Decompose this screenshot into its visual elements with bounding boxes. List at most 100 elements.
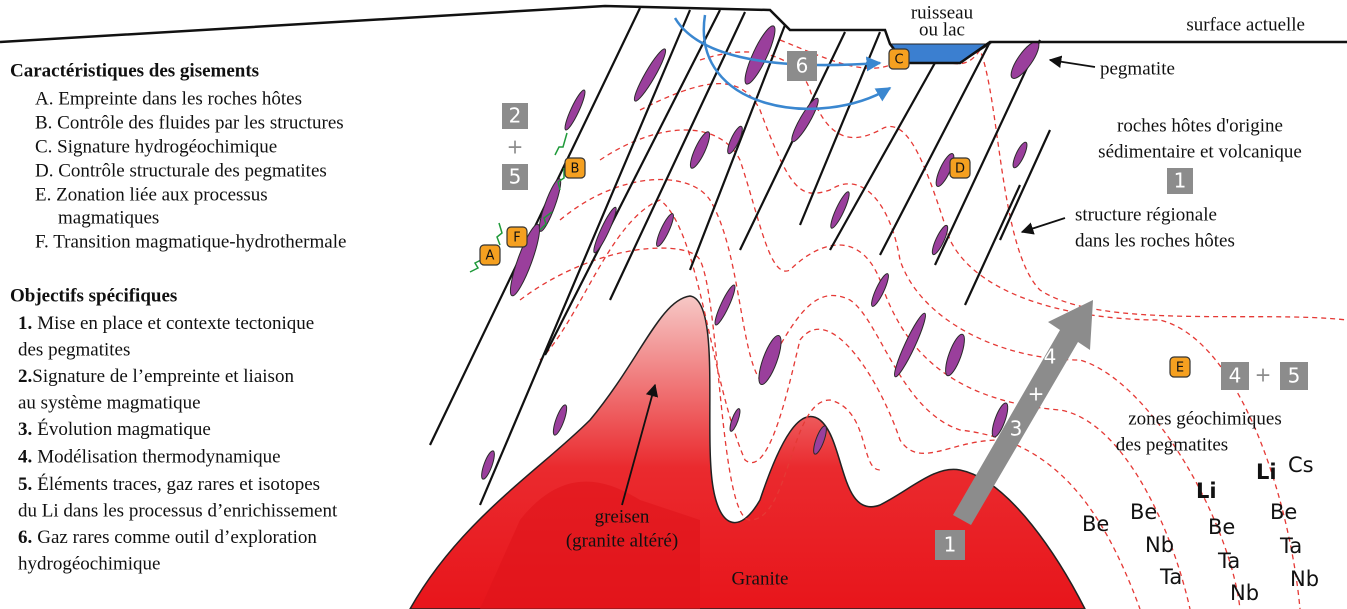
element: Ta [1159,565,1182,589]
stream-label: ou lac [919,19,965,40]
objective: 3. Évolution magmatique [18,418,211,440]
step-number: 4 [1229,364,1242,388]
characteristic: magmatiques [58,207,159,228]
objective: 1. Mise en place et contexte tectonique [18,313,314,334]
zones-label: zones géochimiques [1128,408,1282,429]
element: Cs [1288,453,1314,477]
characteristic: C. Signature hydrogéochimique [35,136,277,157]
badge-box [949,157,971,179]
objective: 5. Éléments traces, gaz rares et isotopes [18,473,320,495]
objective: 2.Signature de l’empreinte et liaison [18,366,294,387]
surface-line [0,4,1347,65]
objective-number: 4. [18,447,32,468]
structure-label: dans les roches hôtes [1075,230,1235,251]
element: Nb [1145,533,1174,557]
step-number: 1 [1174,169,1187,193]
objective-text: du Li dans les processus d’enrichissemen… [18,501,338,522]
objective-text: au système magmatique [18,393,201,414]
elements: Be Be Nb Ta Li Be Ta Nb Li Cs Be Ta Nb [1082,453,1319,605]
step-number: 1 [944,533,957,557]
objective-text: des pegmatites [18,340,130,361]
objectives-list: 1. Mise en place et contexte tectonique de… [18,313,338,575]
objective: au système magmatique [18,393,201,414]
badge-box [479,244,501,266]
evolution-arrow [953,300,1093,525]
step-number: 6 [796,54,809,78]
objective-text: Éléments traces, gaz rares et isotopes [37,473,320,495]
objective-number: 3. [18,419,32,440]
characteristic: D. Contrôle structurale des pegmatites [35,160,327,181]
objective-number: 6. [18,527,32,548]
host-rocks-label: roches hôtes d'origine [1117,115,1283,136]
pointer-arrows [621,55,1096,506]
badge-box [564,157,586,179]
host-rocks-label: sédimentaire et volcanique [1098,141,1302,162]
objective: des pegmatites [18,340,130,361]
element: Ta [1217,549,1240,573]
step-plus: + [1255,363,1272,387]
flow-arrows [673,14,892,111]
arrow-step: 4 [1044,345,1057,369]
characteristic: E. Zonation liée aux processus [35,184,268,205]
element: Li [1196,479,1217,503]
objective: 6. Gaz rares comme outil d’exploration [18,527,317,548]
badge-text: D [955,162,965,177]
badge-box [506,226,528,248]
pegmatite-label: pegmatite [1100,58,1175,79]
badge-text: F [513,231,520,246]
step-number: 2 [509,104,522,128]
step-box [502,164,528,190]
objective-text: hydrogéochimique [18,554,160,575]
objective: hydrogéochimique [18,554,160,575]
greisen-label: greisen [595,506,650,527]
objectives-title: Objectifs spécifiques [10,285,177,306]
element: Nb [1290,567,1319,591]
element: Nb [1230,581,1259,605]
step-box [787,51,817,81]
step-box [1280,362,1308,390]
step-boxes: 6 2 + 5 1 4 + 5 1 4 + 3 [502,51,1308,560]
granite-label: Granite [732,568,789,589]
arrow-step: + [1028,382,1045,406]
objective-text: Mise en place et contexte tectonique [37,313,314,334]
objective-number: 1. [18,313,32,334]
step-box [1167,168,1193,194]
badge-text: C [894,53,903,68]
objective-text: Évolution magmatique [37,418,211,440]
step-box [502,103,528,129]
arrow-step: 3 [1010,417,1023,441]
objective: 4. Modélisation thermodynamique [18,447,281,468]
badge-text: E [1176,361,1184,376]
structure-label: structure régionale [1075,204,1217,225]
objective-text: Modélisation thermodynamique [37,447,280,468]
element: Ta [1279,534,1302,558]
element: Be [1082,512,1109,536]
objective: du Li dans les processus d’enrichissemen… [18,501,338,522]
badge-box [888,48,910,70]
characteristic: A. Empreinte dans les roches hôtes [35,88,302,109]
element: Li [1256,460,1277,484]
characteristic: B. Contrôle des fluides par les structur… [35,112,344,133]
objective-number: 5. [18,474,32,495]
characteristic: F. Transition magmatique-hydrothermale [35,231,346,252]
step-number: 5 [509,165,522,189]
granite-shade [480,481,700,609]
badge-text: B [571,162,580,177]
step-plus: + [507,135,524,159]
stream-label: ruisseau [911,2,974,23]
surface-label: surface actuelle [1186,14,1305,35]
element: Be [1130,500,1157,524]
step-number: 5 [1288,364,1301,388]
objective-text: Gaz rares comme outil d’exploration [37,527,317,548]
zones-label: des pegmatites [1116,434,1228,455]
fluid-arrows [469,132,568,273]
element: Be [1270,500,1297,524]
step-box [935,530,965,560]
badges: A B C D E F [479,48,1191,378]
pegmatites [481,25,1040,480]
characteristics-title: Caractéristiques des gisements [10,60,259,81]
objective-number: 2. [18,366,32,387]
badge-box [1169,356,1191,378]
greisen-label: (granite altéré) [566,530,678,551]
